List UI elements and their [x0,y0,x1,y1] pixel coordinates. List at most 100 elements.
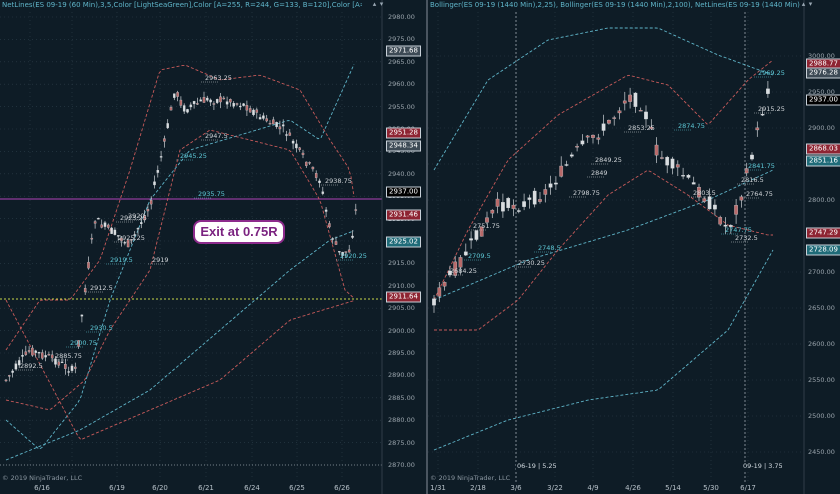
y-axis-tick: 2500.00 [808,412,835,420]
svg-text:2730.25: 2730.25 [518,259,545,267]
candle [516,208,521,214]
candle [130,239,133,245]
candle [103,220,107,230]
candle [140,216,143,229]
candle [585,134,590,143]
x-axis-tick: 6/17 [740,484,756,492]
price-line-label: 2709.5 [464,252,491,261]
candle [215,98,219,105]
right-copyright: © 2019 NinjaTrader, LLC [430,474,511,482]
y-axis-tick: 2450.00 [808,448,835,456]
svg-text:2935.75: 2935.75 [198,190,225,198]
svg-text:2919: 2919 [152,256,169,264]
intraday-chart-panel[interactable]: 2935.75 2920 2919 2919.5 2925.25 2912.5 2930.5… [0,0,426,494]
candle [298,146,301,152]
left-indicator-header: NetLines(ES 09-19 (60 Min),3,5,Color [Li… [2,1,362,9]
price-badge: 2971.68 [386,45,421,57]
candle [239,102,242,111]
candle [601,114,606,136]
candle [750,152,754,161]
price-line-label: 2920.25 [336,252,367,261]
svg-text:2963.25: 2963.25 [205,74,232,82]
y-axis-tick: 2965.00 [388,57,415,66]
price-line-label: 2816.5 [737,176,764,185]
candle [501,193,505,218]
price-badge: 2951.28 [386,127,421,139]
candle [235,102,239,107]
y-axis-tick: 2875.00 [388,438,415,447]
candle [448,265,452,278]
candle [437,281,442,303]
chevron-up-icon[interactable]: ▴ [801,0,806,8]
price-badge: 2911.64 [386,291,421,303]
svg-text:2919.5: 2919.5 [110,256,133,264]
svg-text:2900.75: 2900.75 [70,339,97,347]
svg-text:2923.25: 2923.25 [120,214,147,222]
price-line-label: 2732.5 [731,234,758,243]
chevron-down-icon[interactable]: ▾ [379,0,384,8]
price-line-label: 2892.5 [16,362,43,371]
panel-splitter[interactable] [426,0,428,494]
daily-chart-panel[interactable]: 2969.25 2915.25 2803.5 2747.75 2732.5 2798.75… [428,0,840,494]
price-line-label: 2748.5 [534,244,561,253]
candle [70,363,74,373]
candle [123,240,127,246]
price-badge: 2937.00 [386,186,421,198]
candle [97,217,100,220]
y-axis-tick: 2900.00 [388,326,415,335]
chevron-up-icon[interactable]: ▴ [372,0,377,8]
candle [225,96,229,109]
candle [760,107,765,116]
price-line-label: 2684.25 [446,267,477,276]
x-axis-tick: 6/21 [198,484,214,492]
candle [617,107,622,120]
candle [153,175,156,189]
candle [265,114,268,123]
candle [192,100,196,109]
y-axis-tick: 2885.00 [388,393,415,402]
price-line-label: 2885.75 [51,352,82,361]
candle [126,239,130,248]
candle [31,345,34,357]
candle [258,113,262,120]
svg-text:2747.75: 2747.75 [725,226,752,234]
candle [159,150,163,162]
candle [506,196,511,212]
candle [527,194,532,209]
price-badge: 2931.46 [386,209,421,221]
candle [559,156,564,178]
candle [311,166,315,172]
price-badge: 2976.28 [806,67,840,79]
candle [301,149,305,159]
candle [654,137,659,164]
candle [163,135,166,148]
price-badge: 2747.29 [806,227,840,239]
candle [199,97,202,102]
svg-text:2709.5: 2709.5 [468,252,491,260]
svg-text:2945.25: 2945.25 [180,152,207,160]
candle [554,176,558,190]
price-line-label: 2751.75 [469,222,500,231]
candle [4,379,8,383]
candle [169,105,173,111]
candle [100,219,103,229]
y-axis-tick: 2900.00 [808,124,835,132]
candle [44,350,47,362]
candle [469,231,473,249]
candle [463,243,468,257]
price-badge: 2868.03 [806,143,840,155]
candle [252,108,255,117]
candle [607,119,611,125]
price-line-label: 2841.75 [744,162,775,171]
candle [338,251,341,256]
chevron-down-icon[interactable]: ▾ [808,0,813,8]
svg-text:2892.5: 2892.5 [20,362,43,370]
price-line-label: 2900.75 [66,339,97,348]
svg-text:2764.75: 2764.75 [746,190,773,198]
x-axis-tick: 5/14 [665,484,681,492]
candle [272,116,275,125]
candle [681,167,685,180]
y-axis-tick: 2905.00 [388,304,415,313]
intraday-price-plot[interactable]: 2935.75 2920 2919 2919.5 2925.25 2912.5 2930.5… [0,0,426,494]
